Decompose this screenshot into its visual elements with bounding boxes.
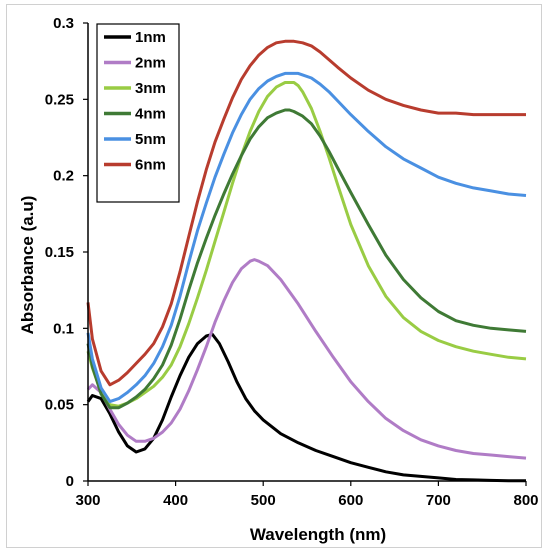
legend: 1nm 2nm 3nm 4nm 5nm 6nm [96, 23, 180, 203]
series-line-5nm [86, 71, 527, 404]
y-tick-label: 0.3 [53, 15, 74, 32]
series-line-4nm [86, 108, 527, 410]
y-tick-label: 0.2 [53, 168, 74, 185]
series-line-6nm [86, 39, 526, 387]
x-tick-label: 700 [426, 492, 451, 509]
legend-label-6nm: 6nm [135, 157, 166, 174]
series-line-1nm [86, 332, 527, 483]
y-tick-label: 0 [66, 473, 74, 490]
y-tick-label: 0.15 [45, 244, 74, 261]
legend-label-4nm: 4nm [135, 106, 166, 123]
legend-label-1nm: 1nm [135, 29, 166, 46]
ticks-layer: 300 400 500 600 700 800 0 0.05 0.1 0.15 0.2 0.25 0.3 [45, 15, 539, 509]
series-line-3nm [86, 81, 527, 408]
chart-frame [6, 4, 542, 548]
x-tick-label: 800 [513, 492, 538, 509]
y-tick-label: 0.25 [45, 91, 74, 108]
x-tick-label: 400 [163, 492, 188, 509]
y-tick-label: 0.1 [53, 320, 74, 337]
legend-label-2nm: 2nm [135, 55, 166, 72]
y-tick-label: 0.05 [45, 397, 74, 414]
x-axis-title: Wavelength (nm) [250, 525, 386, 544]
legend-label-3nm: 3nm [135, 80, 166, 97]
y-axis-title: Absorbance (a.u) [18, 196, 37, 335]
x-tick-label: 600 [338, 492, 363, 509]
legend-label-5nm: 5nm [135, 131, 166, 148]
x-tick-label: 500 [251, 492, 276, 509]
x-tick-label: 300 [75, 492, 100, 509]
series-line-2nm [86, 258, 527, 460]
series-layer [86, 39, 527, 483]
